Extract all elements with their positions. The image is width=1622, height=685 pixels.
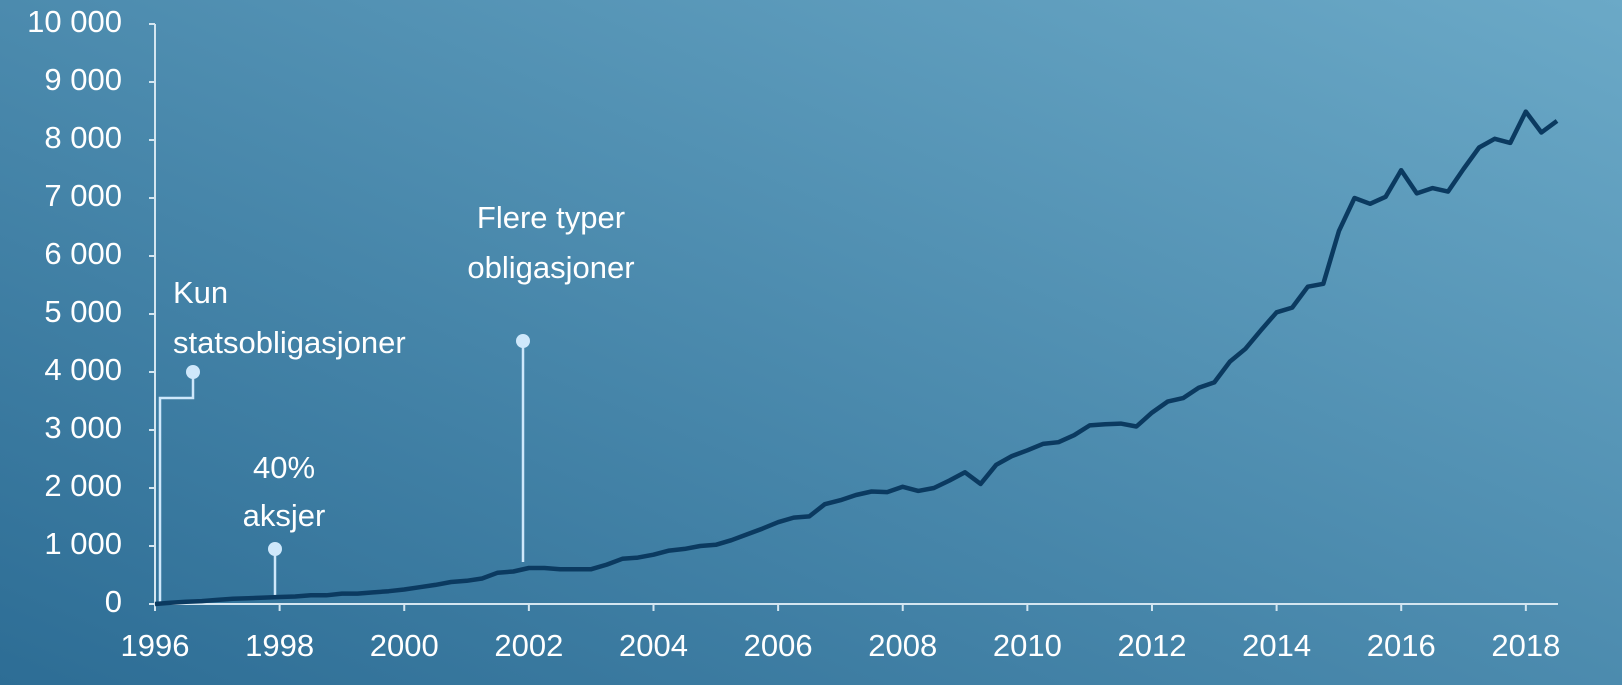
y-tick-label: 6 000 — [44, 236, 122, 271]
y-tick-label: 3 000 — [44, 410, 122, 445]
annotation-marker — [186, 365, 200, 379]
annotation-text: Kun — [173, 275, 228, 310]
annotation-text: Flere typer — [477, 200, 625, 235]
x-tick-label: 2010 — [993, 628, 1062, 663]
annotation-text: aksjer — [243, 498, 326, 533]
x-tick-label: 2002 — [494, 628, 563, 663]
y-tick-label: 8 000 — [44, 120, 122, 155]
y-tick-label: 10 000 — [27, 4, 122, 39]
annotation-text: 40% — [253, 450, 315, 485]
y-tick-label: 0 — [105, 584, 122, 619]
x-tick-label: 2012 — [1117, 628, 1186, 663]
x-tick-label: 2004 — [619, 628, 688, 663]
annotation-marker — [516, 334, 530, 348]
data-line — [154, 109, 1559, 607]
y-tick-label: 4 000 — [44, 352, 122, 387]
x-tick-label: 2000 — [370, 628, 439, 663]
x-tick-label: 2008 — [868, 628, 937, 663]
y-tick-label: 9 000 — [44, 62, 122, 97]
annotation-text: obligasjoner — [467, 250, 634, 285]
annotation-marker — [268, 542, 282, 556]
annotation-text: statsobligasjoner — [173, 325, 406, 360]
x-tick-label: 2014 — [1242, 628, 1311, 663]
x-tick-label: 2006 — [744, 628, 813, 663]
annotation-leader — [158, 372, 195, 604]
x-tick-label: 2016 — [1367, 628, 1436, 663]
x-tick-label: 2018 — [1491, 628, 1560, 663]
y-tick-label: 7 000 — [44, 178, 122, 213]
x-tick-label: 1998 — [245, 628, 314, 663]
y-tick-label: 5 000 — [44, 294, 122, 329]
x-tick-label: 1996 — [121, 628, 190, 663]
y-tick-label: 1 000 — [44, 526, 122, 561]
y-tick-label: 2 000 — [44, 468, 122, 503]
